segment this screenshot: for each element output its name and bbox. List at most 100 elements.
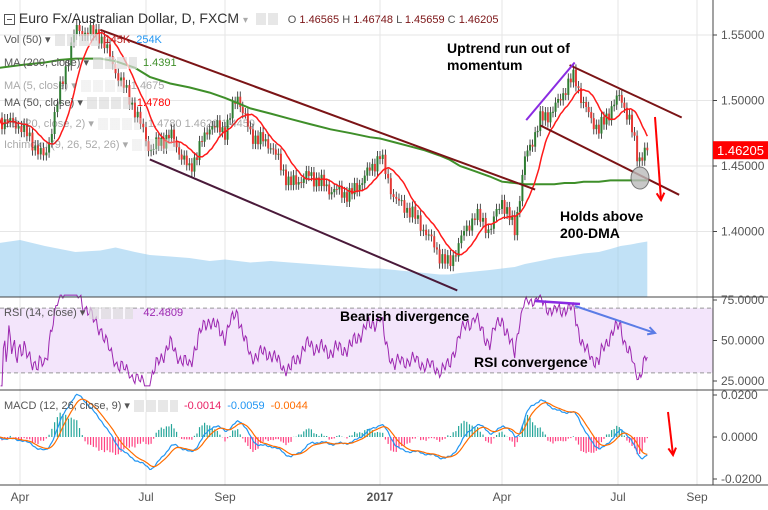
ma200-legend[interactable]: MA (200, close) ▾ 1.4391 xyxy=(4,57,177,70)
candle-body xyxy=(463,231,466,236)
candle-body xyxy=(411,206,414,218)
legend-buttons[interactable] xyxy=(133,400,178,413)
candle-body xyxy=(468,225,471,231)
vol-legend[interactable]: Vol (50) ▾ 145K 254K xyxy=(4,34,162,47)
macd-legend[interactable]: MACD (12, 26, close, 9) ▾ -0.0014 -0.0059-… xyxy=(4,400,308,413)
candle-body xyxy=(602,116,605,125)
candle-body xyxy=(516,211,519,236)
candle-body xyxy=(403,200,406,213)
symbol-legend[interactable]: Euro Fx/Australian Dollar, D, FXCM ▾ O 1… xyxy=(4,10,498,26)
candle-body xyxy=(206,132,209,135)
candle-body xyxy=(597,124,600,134)
candle-body xyxy=(345,192,348,202)
candle-body xyxy=(37,145,39,155)
candle-body xyxy=(274,149,277,155)
bb-legend[interactable]: BB (20, close, 2) ▾ 1.4780 1.4620 1.4459 xyxy=(4,118,255,131)
collapse-icon[interactable] xyxy=(4,13,15,25)
candle-body xyxy=(356,183,359,192)
macd-down-arrow xyxy=(667,411,674,456)
candle-body xyxy=(600,116,603,134)
candle-body xyxy=(433,236,436,248)
candle-body xyxy=(50,134,53,143)
candle-body xyxy=(605,113,608,125)
last-price-label: 1.46205 xyxy=(717,143,764,158)
candle-body xyxy=(397,198,400,201)
macd-tick-label: 0.0000 xyxy=(721,430,758,444)
candle-body xyxy=(31,132,34,151)
candle-body xyxy=(348,188,351,202)
candle-body xyxy=(379,156,381,160)
candle-body xyxy=(9,117,12,123)
candle-body xyxy=(142,123,145,128)
candle-body xyxy=(460,235,463,244)
legend-buttons[interactable] xyxy=(86,97,131,110)
price-tick-label: 1.40000 xyxy=(721,225,765,239)
candle-body xyxy=(465,225,468,232)
legend-buttons[interactable] xyxy=(132,139,177,152)
candle-body xyxy=(92,25,95,36)
volume-area xyxy=(0,240,648,297)
candle-body xyxy=(195,157,198,160)
legend-buttons[interactable] xyxy=(255,13,278,26)
candle-body xyxy=(384,154,387,174)
legend-buttons[interactable] xyxy=(97,118,142,131)
candle-body xyxy=(145,127,147,142)
candle-body xyxy=(272,148,275,150)
trendline xyxy=(539,124,680,196)
candle-body xyxy=(414,206,417,219)
candle-body xyxy=(183,155,186,160)
rsi-legend[interactable]: RSI (14, close) ▾ 42.4809 xyxy=(4,307,184,320)
candle-body xyxy=(307,171,310,176)
candle-body xyxy=(264,139,267,142)
candle-body xyxy=(506,207,509,214)
candle-body xyxy=(471,218,474,231)
candle-body xyxy=(531,144,534,147)
macd-signal-line xyxy=(0,398,648,468)
candle-body xyxy=(14,122,17,129)
candle-body xyxy=(526,150,529,157)
candle-body xyxy=(310,172,313,176)
candle-body xyxy=(636,135,639,162)
legend-buttons[interactable] xyxy=(89,307,134,320)
legend-buttons[interactable] xyxy=(93,57,137,70)
ichimoku-legend[interactable]: Ichimoku (9, 26, 52, 26) ▾ xyxy=(4,138,177,152)
candle-body xyxy=(371,163,374,171)
candle-body xyxy=(427,234,430,236)
candle-body xyxy=(295,175,298,185)
candle-body xyxy=(567,78,570,95)
candle-body xyxy=(39,148,42,155)
candle-body xyxy=(534,132,537,147)
ma-b-legend[interactable]: MA (5, close) ▾ 1.4675 xyxy=(4,80,165,93)
legend-buttons[interactable] xyxy=(54,34,99,47)
candle-body xyxy=(25,123,28,137)
candle-body xyxy=(580,88,583,103)
symbol-title: Euro Fx/Australian Dollar, D, FXCM xyxy=(18,10,240,26)
candle-body xyxy=(122,77,125,88)
candle-body xyxy=(287,176,290,186)
trendline xyxy=(149,158,458,292)
candle-body xyxy=(170,129,173,139)
candle-body xyxy=(623,102,626,108)
macd-line xyxy=(0,393,648,471)
chevron-down-icon[interactable]: ▾ xyxy=(242,15,248,26)
candle-body xyxy=(569,78,572,83)
candle-body xyxy=(564,93,567,95)
candle-body xyxy=(620,95,623,103)
time-tick-label: Apr xyxy=(11,490,30,504)
candle-body xyxy=(487,229,490,234)
candle-body xyxy=(259,132,262,145)
candle-body xyxy=(373,163,376,172)
candle-body xyxy=(185,155,188,166)
candle-body xyxy=(89,25,92,36)
candle-body xyxy=(358,184,361,192)
rsi-tick-label: 75.0000 xyxy=(721,293,765,307)
macd-down-arrow-head xyxy=(667,447,677,458)
candle-body xyxy=(582,101,585,103)
ma-c-legend[interactable]: MA (50, close) ▾ 1.4780 xyxy=(4,97,171,110)
legend-buttons[interactable] xyxy=(80,80,125,93)
candle-body xyxy=(150,149,153,152)
candle-body xyxy=(6,119,9,123)
ohlc-readout: O 1.46565 H 1.46748 L 1.45659 C 1.46205 xyxy=(287,14,499,26)
candle-body xyxy=(117,73,120,82)
